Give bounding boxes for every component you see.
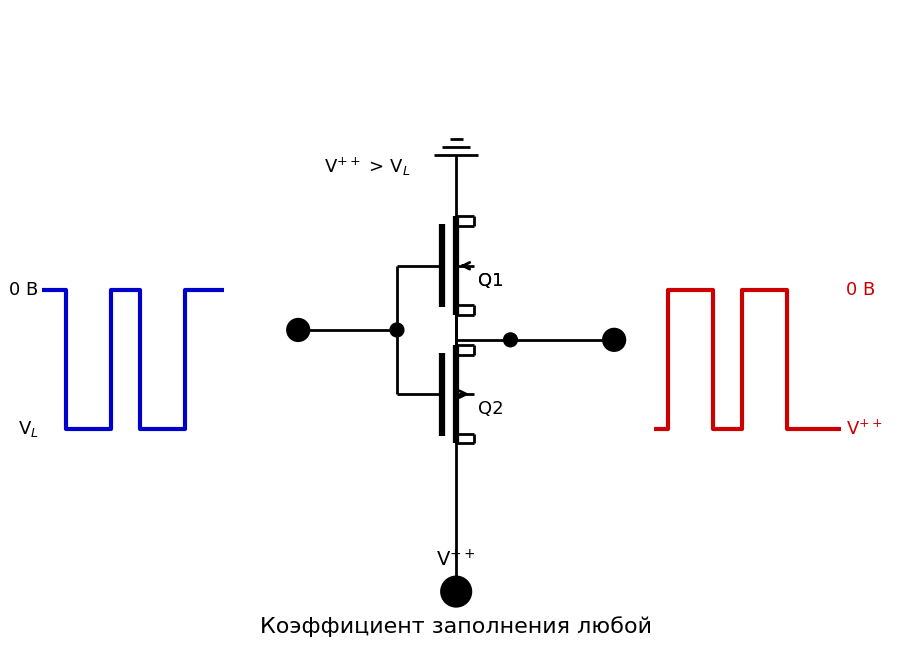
Text: Q1: Q1 <box>478 271 504 290</box>
Text: 0 В: 0 В <box>846 281 875 300</box>
Text: Коэффициент заполнения любой: Коэффициент заполнения любой <box>261 615 652 636</box>
Text: V$_L$: V$_L$ <box>18 419 38 439</box>
Text: V$^{++}$ > V$_L$: V$^{++}$ > V$_L$ <box>324 156 411 178</box>
Circle shape <box>287 319 309 341</box>
Text: Q1: Q1 <box>478 271 504 290</box>
Text: V$^{++}$: V$^{++}$ <box>436 549 476 571</box>
Text: 0 В: 0 В <box>9 281 38 300</box>
Circle shape <box>390 323 404 337</box>
Circle shape <box>603 329 625 351</box>
Text: Q2: Q2 <box>478 400 504 418</box>
Text: V$^{++}$: V$^{++}$ <box>846 419 883 438</box>
Circle shape <box>441 577 471 606</box>
Circle shape <box>504 333 517 347</box>
